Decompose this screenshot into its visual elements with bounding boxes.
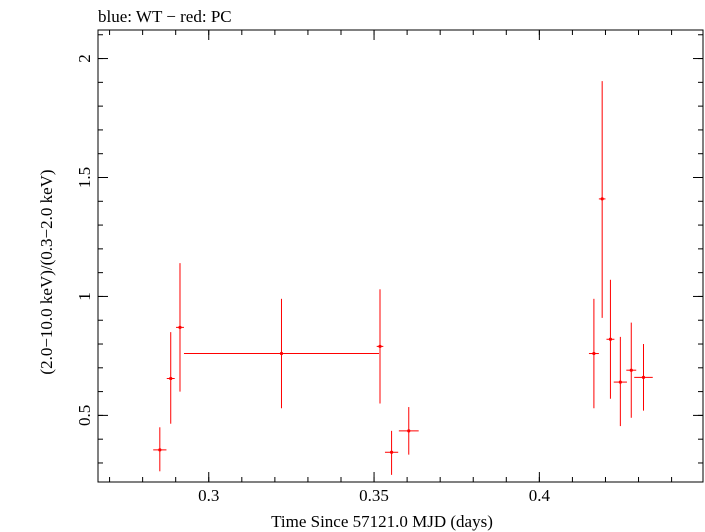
data-point — [176, 263, 184, 392]
axis-ticks — [98, 30, 703, 482]
point-marker — [378, 344, 382, 348]
data-point — [183, 298, 380, 409]
point-marker — [641, 375, 646, 379]
data-point — [153, 427, 167, 472]
x-tick-label: 0.4 — [529, 486, 551, 505]
plot-frame — [97, 29, 704, 483]
data-point — [634, 344, 653, 411]
data-point — [384, 430, 399, 475]
y-tick-label: 1 — [75, 292, 94, 301]
data-point — [166, 332, 175, 424]
point-marker — [389, 450, 394, 454]
point-marker — [629, 368, 633, 372]
point-marker — [600, 197, 604, 201]
data-point — [606, 279, 615, 399]
data-point — [398, 407, 419, 455]
axis-tick-labels: 0.3 0.35 0.4 0.5 1 1.5 2 — [75, 54, 550, 505]
data-point — [598, 81, 606, 318]
point-marker — [158, 448, 162, 452]
point-marker — [169, 376, 173, 381]
point-marker — [279, 351, 284, 356]
chart-title: blue: WT − red: PC — [98, 7, 232, 26]
point-marker — [592, 351, 596, 356]
y-tick-label: 1.5 — [75, 167, 94, 188]
x-axis-label: Time Since 57121.0 MJD (days) — [271, 512, 493, 531]
x-tick-label: 0.35 — [359, 486, 389, 505]
y-axis-label: (2.0−10.0 keV)/(0.3−2.0 keV) — [37, 169, 56, 374]
y-tick-label: 0.5 — [75, 405, 94, 426]
x-tick-label: 0.3 — [198, 486, 219, 505]
data-point — [613, 336, 627, 427]
y-tick-label: 2 — [75, 54, 94, 63]
point-marker — [178, 325, 182, 329]
point-marker — [407, 429, 411, 433]
data-point — [376, 289, 384, 404]
data-points — [153, 81, 653, 475]
point-marker — [618, 380, 622, 384]
data-point — [626, 322, 637, 418]
point-marker — [608, 337, 613, 341]
data-point — [588, 298, 599, 409]
